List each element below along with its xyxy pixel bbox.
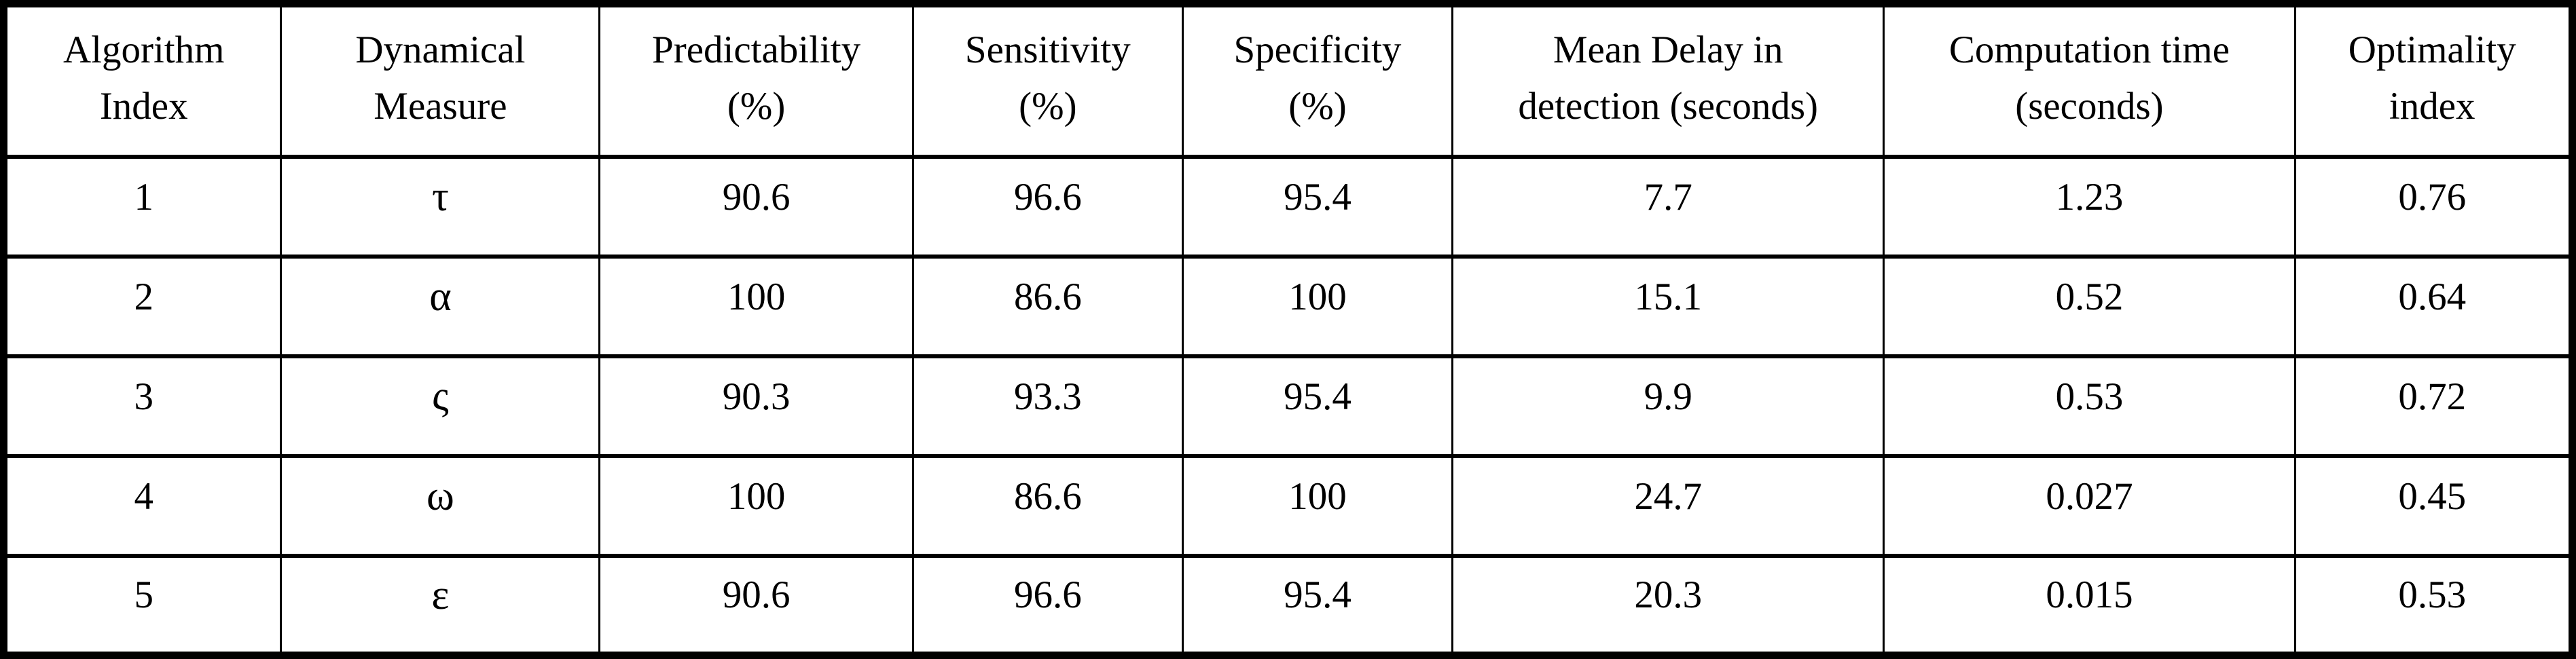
cell-algorithm-index: 3 xyxy=(3,354,281,456)
cell-sensitivity: 96.6 xyxy=(911,553,1183,656)
column-header-sensitivity: Sensitivity (%) xyxy=(911,3,1183,157)
column-header-specificity: Specificity (%) xyxy=(1181,3,1453,157)
cell-mean-delay: 15.1 xyxy=(1451,254,1884,356)
cell-sensitivity: 86.6 xyxy=(911,254,1183,356)
cell-dynamical-measure: ε xyxy=(280,553,600,656)
table-row: 4 ω 100 86.6 100 24.7 0.027 0.45 xyxy=(3,453,2573,556)
cell-algorithm-index: 5 xyxy=(3,553,281,656)
table-row: 1 τ 90.6 96.6 95.4 7.7 1.23 0.76 xyxy=(3,154,2573,257)
table-row: 2 α 100 86.6 100 15.1 0.52 0.64 xyxy=(3,254,2573,356)
cell-sensitivity: 93.3 xyxy=(911,354,1183,456)
cell-dynamical-measure: τ xyxy=(280,154,600,257)
cell-optimality-index: 0.72 xyxy=(2293,354,2573,456)
cell-sensitivity: 96.6 xyxy=(911,154,1183,257)
cell-computation-time: 1.23 xyxy=(1883,154,2295,257)
cell-predictability: 100 xyxy=(598,453,913,556)
cell-optimality-index: 0.53 xyxy=(2293,553,2573,656)
column-header-mean-delay: Mean Delay in detection (seconds) xyxy=(1451,3,1884,157)
cell-specificity: 95.4 xyxy=(1181,553,1453,656)
cell-predictability: 100 xyxy=(598,254,913,356)
cell-algorithm-index: 1 xyxy=(3,154,281,257)
cell-specificity: 95.4 xyxy=(1181,154,1453,257)
cell-computation-time: 0.53 xyxy=(1883,354,2295,456)
table-row: 3 ς 90.3 93.3 95.4 9.9 0.53 0.72 xyxy=(3,354,2573,456)
column-header-optimality-index: Optimality index xyxy=(2293,3,2573,157)
cell-mean-delay: 24.7 xyxy=(1451,453,1884,556)
cell-computation-time: 0.015 xyxy=(1883,553,2295,656)
cell-optimality-index: 0.76 xyxy=(2293,154,2573,257)
cell-computation-time: 0.027 xyxy=(1883,453,2295,556)
cell-specificity: 100 xyxy=(1181,254,1453,356)
table-header-row: Algorithm Index Dynamical Measure Predic… xyxy=(3,3,2573,157)
cell-dynamical-measure: ς xyxy=(280,354,600,456)
cell-algorithm-index: 4 xyxy=(3,453,281,556)
column-header-algorithm-index: Algorithm Index xyxy=(3,3,281,157)
cell-mean-delay: 20.3 xyxy=(1451,553,1884,656)
column-header-predictability: Predictability (%) xyxy=(598,3,913,157)
cell-predictability: 90.6 xyxy=(598,154,913,257)
column-header-computation-time: Computation time (seconds) xyxy=(1883,3,2295,157)
cell-specificity: 100 xyxy=(1181,453,1453,556)
column-header-dynamical-measure: Dynamical Measure xyxy=(280,3,600,157)
cell-mean-delay: 7.7 xyxy=(1451,154,1884,257)
cell-sensitivity: 86.6 xyxy=(911,453,1183,556)
cell-optimality-index: 0.45 xyxy=(2293,453,2573,556)
cell-predictability: 90.3 xyxy=(598,354,913,456)
table-row: 5 ε 90.6 96.6 95.4 20.3 0.015 0.53 xyxy=(3,553,2573,656)
cell-optimality-index: 0.64 xyxy=(2293,254,2573,356)
cell-computation-time: 0.52 xyxy=(1883,254,2295,356)
cell-specificity: 95.4 xyxy=(1181,354,1453,456)
cell-algorithm-index: 2 xyxy=(3,254,281,356)
cell-dynamical-measure: ω xyxy=(280,453,600,556)
cell-predictability: 90.6 xyxy=(598,553,913,656)
cell-dynamical-measure: α xyxy=(280,254,600,356)
cell-mean-delay: 9.9 xyxy=(1451,354,1884,456)
